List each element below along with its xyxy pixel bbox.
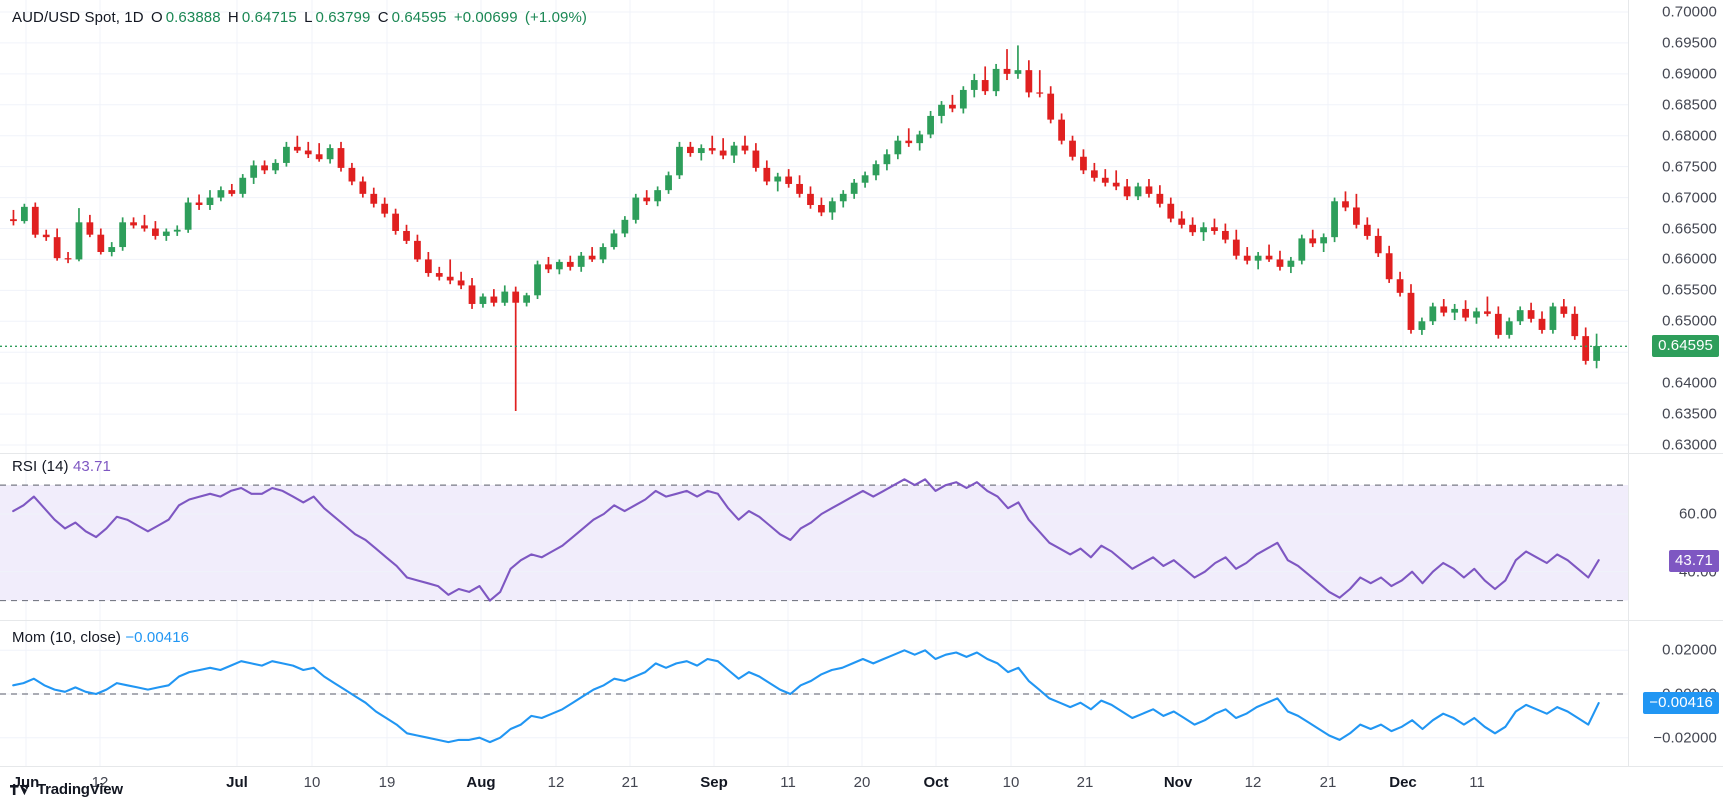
price-panel[interactable]: 0.70000 0.69500 0.69000 0.68500 0.68000 0.675… [0, 0, 1723, 454]
close-label: C [377, 9, 389, 26]
axis-label: 0.63500 [1662, 405, 1717, 423]
axis-label: 0.66000 [1662, 250, 1717, 268]
change-percent: (+1.09%) [524, 9, 588, 26]
time-axis-label: 21 [1319, 774, 1337, 791]
time-axis-label: 12 [91, 774, 109, 791]
time-axis-label: 20 [853, 774, 871, 791]
change-value: +0.00699 [453, 9, 518, 26]
time-axis-label: Jun [12, 774, 40, 791]
axis-label: 0.02000 [1662, 641, 1717, 659]
axis-label: −0.02000 [1653, 729, 1717, 747]
momentum-legend: Mom (10, close) −0.00416 [12, 629, 189, 646]
momentum-badge[interactable]: −0.00416 [1643, 692, 1719, 715]
rsi-badge[interactable]: 43.71 [1668, 549, 1719, 572]
axis-label: 0.64000 [1662, 374, 1717, 392]
axis-label: 0.65000 [1662, 312, 1717, 330]
momentum-plot-area[interactable] [0, 621, 1629, 766]
axis-label: 0.68500 [1662, 96, 1717, 114]
axis-label: 0.65500 [1662, 281, 1717, 299]
momentum-value: −0.00416 [125, 629, 190, 646]
axis-label: 0.67500 [1662, 158, 1717, 176]
time-axis-label: 10 [303, 774, 321, 791]
time-axis-label: 10 [1002, 774, 1020, 791]
time-axis-label: Dec [1389, 774, 1417, 791]
axis-label: 0.67000 [1662, 189, 1717, 207]
rsi-value: 43.71 [72, 458, 111, 475]
time-axis-label: 12 [1244, 774, 1262, 791]
axis-label: 0.68000 [1662, 127, 1717, 145]
time-axis-label: Sep [700, 774, 728, 791]
time-axis-label: 11 [780, 774, 796, 791]
tradingview-label: TradingView [37, 781, 123, 798]
time-axis-label: 19 [378, 774, 396, 791]
time-axis-label: Nov [1163, 774, 1193, 791]
axis-label: 0.70000 [1662, 3, 1717, 21]
axis-label: 0.63000 [1662, 436, 1717, 454]
time-axis-label: 12 [547, 774, 565, 791]
price-plot-area[interactable] [0, 0, 1629, 453]
tradingview-logo-icon [10, 784, 30, 795]
rsi-title[interactable]: RSI (14) [12, 458, 69, 475]
time-axis-label: Oct [923, 774, 949, 791]
time-axis-label: 21 [1076, 774, 1094, 791]
rsi-legend: RSI (14) 43.71 [12, 458, 111, 475]
price-axis[interactable]: 0.70000 0.69500 0.69000 0.68500 0.68000 0.675… [1628, 0, 1723, 454]
axis-label: 0.69000 [1662, 65, 1717, 83]
price-badge[interactable]: 0.64595 [1652, 335, 1719, 358]
axis-label: 0.66500 [1662, 220, 1717, 237]
axis-label: 60.00 [1678, 505, 1717, 523]
close-value: 0.64595 [391, 9, 447, 26]
open-value: 0.63888 [165, 9, 221, 26]
time-axis-label: Jul [226, 774, 248, 791]
momentum-title[interactable]: Mom (10, close) [12, 629, 122, 646]
price-legend: AUD/USD Spot, 1D O 0.63888 H 0.64715 L 0.63… [12, 9, 590, 26]
low-value: 0.63799 [315, 9, 371, 26]
time-axis-label: Aug [466, 774, 496, 791]
symbol-label[interactable]: AUD/USD Spot, 1D [12, 9, 144, 26]
time-axis-label: 21 [621, 774, 639, 791]
tradingview-watermark[interactable]: TradingView [10, 781, 123, 798]
open-label: O [150, 9, 163, 26]
high-value: 0.64715 [241, 9, 297, 26]
axis-label: 0.69500 [1662, 34, 1717, 52]
time-axis-label: 11 [1469, 774, 1485, 791]
rsi-plot-area[interactable] [0, 454, 1629, 620]
high-label: H [227, 9, 239, 26]
low-label: L [304, 9, 313, 26]
time-axis[interactable]: Jun 12 Jul 10 19 Aug 12 21 Sep 11 20 Oct 10 21 Nov 12 21… [0, 766, 1723, 798]
